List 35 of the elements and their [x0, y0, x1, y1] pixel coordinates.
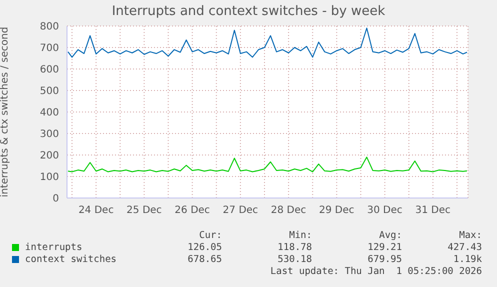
text: Last update: Thu Jan 1 05:25:00 2026	[269, 266, 482, 277]
y-tick-label: 100	[40, 172, 59, 184]
x-tick-label: 29 Dec	[319, 205, 354, 216]
chart-title: Interrupts and context switches - by week	[110, 4, 386, 19]
y-tick-label: 300	[40, 129, 59, 140]
text: Min:	[288, 230, 313, 241]
legend-label: context switches	[25, 254, 117, 265]
y-tick-label: 600	[40, 64, 59, 76]
text: 427.43	[446, 242, 482, 253]
y-tick-label: 0	[52, 194, 59, 205]
y-axis-title: interrupts & ctx switches / second	[0, 26, 11, 198]
text: 129.21	[366, 242, 403, 253]
text: 118.78	[276, 242, 313, 253]
y-tick-label: 200	[40, 150, 59, 162]
text: 1.19k	[452, 254, 482, 265]
x-tick-label: 30 Dec	[367, 205, 402, 216]
y-tick-label: 400	[40, 108, 59, 119]
legend-label: interrupts	[25, 242, 82, 253]
x-tick-label: 28 Dec	[270, 205, 306, 216]
y-tick-label: 700	[40, 43, 59, 54]
text: Avg:	[378, 230, 403, 241]
x-tick-label: 27 Dec	[222, 205, 258, 216]
x-tick-label: 31 Dec	[415, 205, 451, 216]
text: 126.05	[186, 242, 223, 253]
y-tick-label: 800	[40, 22, 59, 33]
x-tick-label: 24 Dec	[78, 205, 114, 216]
line-series	[68, 156, 468, 172]
text: Max:	[458, 230, 482, 241]
x-tick-label: 26 Dec	[174, 205, 210, 216]
text: 678.65	[186, 254, 223, 265]
x-tick-label: 25 Dec	[126, 205, 162, 216]
text: 679.95	[366, 254, 403, 265]
text: Cur:	[198, 230, 223, 241]
text: 530.18	[276, 254, 313, 265]
y-tick-label: 500	[40, 86, 59, 98]
